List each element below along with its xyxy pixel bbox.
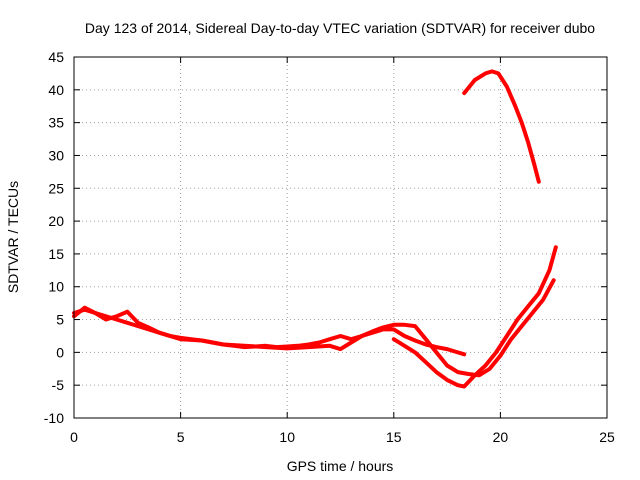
y-tick-label: 10: [48, 279, 64, 295]
chart-title: Day 123 of 2014, Sidereal Day-to-day VTE…: [85, 20, 595, 36]
series-track-d-line: [462, 69, 541, 184]
tick-marks: [73, 56, 608, 419]
y-tick-label: 20: [48, 213, 64, 229]
x-tick-label: 10: [279, 429, 295, 445]
x-axis-label: GPS time / hours: [287, 458, 394, 474]
x-tick-labels: 0 5 10 15 20 25: [70, 429, 615, 445]
y-tick-label: -5: [52, 377, 65, 393]
x-tick-label: 15: [386, 429, 402, 445]
y-tick-labels: -10 -5 0 5 10 15 20 25 30 35 40 45: [44, 49, 64, 426]
x-tick-label: 25: [599, 429, 615, 445]
y-tick-label: 45: [48, 49, 64, 65]
plot-frame: [73, 56, 608, 419]
y-tick-label: 15: [48, 246, 64, 262]
y-tick-label: 5: [56, 312, 64, 328]
gridlines: [74, 57, 607, 418]
y-tick-label: 40: [48, 82, 64, 98]
y-tick-label: -10: [44, 410, 64, 426]
y-axis-label: SDTVAR / TECUs: [5, 181, 21, 293]
y-tick-label: 25: [48, 180, 64, 196]
x-tick-label: 0: [70, 429, 78, 445]
y-tick-label: 35: [48, 115, 64, 131]
y-tick-label: 30: [48, 147, 64, 163]
x-tick-label: 20: [493, 429, 509, 445]
x-tick-label: 5: [177, 429, 185, 445]
series-track-c-line: [391, 245, 558, 389]
series-track-b-line: [72, 278, 556, 378]
data-series-layer: [72, 69, 558, 389]
y-tick-label: 0: [56, 344, 64, 360]
